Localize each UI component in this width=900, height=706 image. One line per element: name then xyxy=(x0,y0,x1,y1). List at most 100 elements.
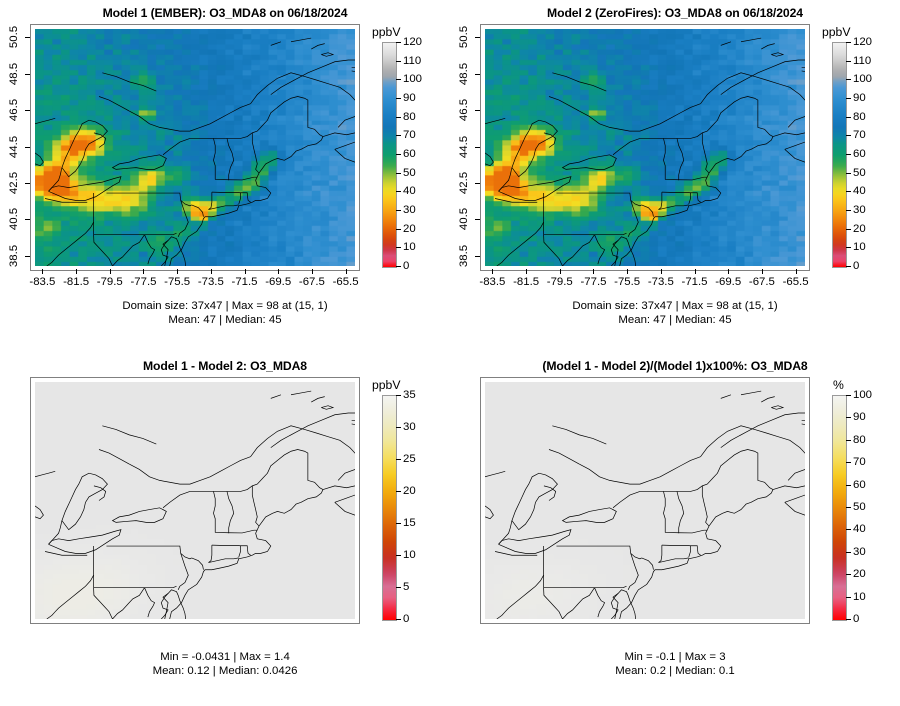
map-raster-area xyxy=(35,382,355,619)
colorbar-tick-label: 80 xyxy=(853,433,866,446)
colorbar: ppbV 0 10 20 30 40 50 60 70 80 90 100 110 120 xyxy=(370,24,450,272)
colorbar-tick xyxy=(846,135,851,137)
colorbar-tick xyxy=(396,98,401,99)
panel-caption: Min = -0.1 | Max = 3 Mean: 0.2 | Median:… xyxy=(615,651,735,677)
y-axis-tick xyxy=(475,37,480,39)
colorbar-tick-label: 80 xyxy=(403,110,416,123)
y-axis-tick xyxy=(25,219,30,221)
x-axis-tick-label: -83.5 xyxy=(479,276,506,288)
y-axis-tick xyxy=(25,37,30,39)
x-axis-tick-label: -67.5 xyxy=(748,276,775,288)
colorbar-tick xyxy=(846,507,851,508)
colorbar-tick-label: 30 xyxy=(403,204,416,216)
colorbar-tick-label: 120 xyxy=(853,36,873,48)
colorbar-tick xyxy=(396,42,401,43)
colorbar-tick xyxy=(396,154,401,155)
colorbar-tick-label: 20 xyxy=(403,485,416,497)
colorbar-tick xyxy=(396,427,401,428)
y-axis-tick xyxy=(25,110,30,112)
x-axis-tick-label: -71.5 xyxy=(681,276,708,288)
colorbar-tick-label: 50 xyxy=(853,166,866,179)
panel-model2: Model 2 (ZeroFires): O3_MDA8 on 06/18/20… xyxy=(450,0,900,353)
x-axis-tick-label: -75.5 xyxy=(614,276,641,288)
colorbar-tick-label: 30 xyxy=(853,204,866,216)
y-axis-tick xyxy=(475,182,480,184)
x-axis-tick xyxy=(492,269,494,274)
colorbar-tick-label: 110 xyxy=(403,54,422,67)
colorbar-tick xyxy=(396,459,401,460)
colorbar-tick-label: 50 xyxy=(853,501,866,513)
panel-title: Model 1 (EMBER): O3_MDA8 on 06/18/2024 xyxy=(102,6,348,20)
panel-model1: Model 1 (EMBER): O3_MDA8 on 06/18/2024 D… xyxy=(0,0,450,353)
colorbar-tick-label: 70 xyxy=(853,456,866,469)
colorbar-tick-label: 40 xyxy=(853,185,866,198)
x-axis-tick xyxy=(278,269,280,274)
y-axis-tick-label: 44.5 xyxy=(458,135,470,158)
colorbar-gradient xyxy=(832,395,847,621)
y-axis-tick xyxy=(25,182,30,184)
panel-caption: Domain size: 37x47 | Max = 98 at (15, 1)… xyxy=(122,300,328,326)
colorbar-tick xyxy=(846,596,851,598)
colorbar-tick-label: 10 xyxy=(853,590,866,603)
colorbar-tick xyxy=(396,491,401,492)
colorbar-tick-label: 90 xyxy=(853,92,866,104)
colorbar-tick-label: 0 xyxy=(853,260,860,272)
colorbar-tick xyxy=(396,395,401,396)
plot-frame xyxy=(30,24,360,271)
colorbar-tick-label: 10 xyxy=(853,241,866,254)
map-raster-area xyxy=(35,29,355,266)
colorbar-tick xyxy=(846,154,851,155)
colorbar-tick xyxy=(846,574,851,576)
x-axis-tick-label: -75.5 xyxy=(164,276,191,288)
x-axis-tick-label: -79.5 xyxy=(96,276,123,288)
colorbar-tick xyxy=(396,191,401,193)
x-axis-tick xyxy=(210,269,212,274)
colorbar-tick-label: 5 xyxy=(403,581,410,593)
colorbar-tick-label: 100 xyxy=(853,389,873,401)
plot-frame xyxy=(30,377,360,624)
colorbar-tick xyxy=(846,42,851,43)
colorbar-tick xyxy=(846,439,851,441)
colorbar-tick xyxy=(396,523,401,524)
map-raster-area xyxy=(485,29,805,266)
y-axis-tick-label: 48.5 xyxy=(458,62,470,85)
colorbar-tick-label: 30 xyxy=(853,545,866,558)
colorbar-tick xyxy=(396,210,401,211)
y-axis-tick-label: 38.5 xyxy=(8,244,20,267)
x-axis-tick xyxy=(559,269,561,274)
x-axis-tick-label: -67.5 xyxy=(298,276,325,288)
colorbar-tick xyxy=(846,551,851,553)
colorbar-tick-label: 120 xyxy=(403,36,423,48)
x-axis-tick xyxy=(76,269,78,274)
colorbar-tick-label: 20 xyxy=(403,222,416,235)
colorbar-tick-label: 0 xyxy=(403,613,410,625)
x-axis-tick-label: -77.5 xyxy=(580,276,607,288)
colorbar-tick-label: 60 xyxy=(403,148,416,160)
colorbar-tick-label: 90 xyxy=(853,411,866,424)
x-axis-tick-label: -81.5 xyxy=(63,276,90,288)
colorbar-tick xyxy=(846,266,851,267)
x-axis-tick xyxy=(244,269,246,274)
x-axis-tick xyxy=(795,269,797,274)
ozone-raster xyxy=(485,29,805,266)
x-axis-tick xyxy=(109,269,111,274)
y-axis-tick-label: 38.5 xyxy=(458,244,470,267)
colorbar-tick-label: 80 xyxy=(853,110,866,123)
x-axis-tick xyxy=(728,269,730,274)
colorbar-tick-label: 110 xyxy=(853,54,872,67)
colorbar-gradient xyxy=(382,42,397,268)
colorbar-tick-label: 25 xyxy=(403,453,416,465)
x-axis-tick-label: -81.5 xyxy=(513,276,540,288)
panel-title: Model 2 (ZeroFires): O3_MDA8 on 06/18/20… xyxy=(547,6,803,20)
colorbar-tick xyxy=(396,266,401,267)
panel-title: Model 1 - Model 2: O3_MDA8 xyxy=(143,359,307,373)
colorbar-tick-label: 100 xyxy=(403,73,423,86)
colorbar-tick xyxy=(846,529,851,531)
colorbar-tick xyxy=(846,395,851,396)
y-axis-tick-label: 46.5 xyxy=(458,98,470,122)
colorbar-tick xyxy=(846,484,851,486)
panel-caption: Min = -0.0431 | Max = 1.4 Mean: 0.12 | M… xyxy=(152,651,298,677)
colorbar-tick-label: 100 xyxy=(853,73,873,86)
ozone-raster xyxy=(35,29,355,266)
x-axis-tick-label: -71.5 xyxy=(231,276,258,288)
